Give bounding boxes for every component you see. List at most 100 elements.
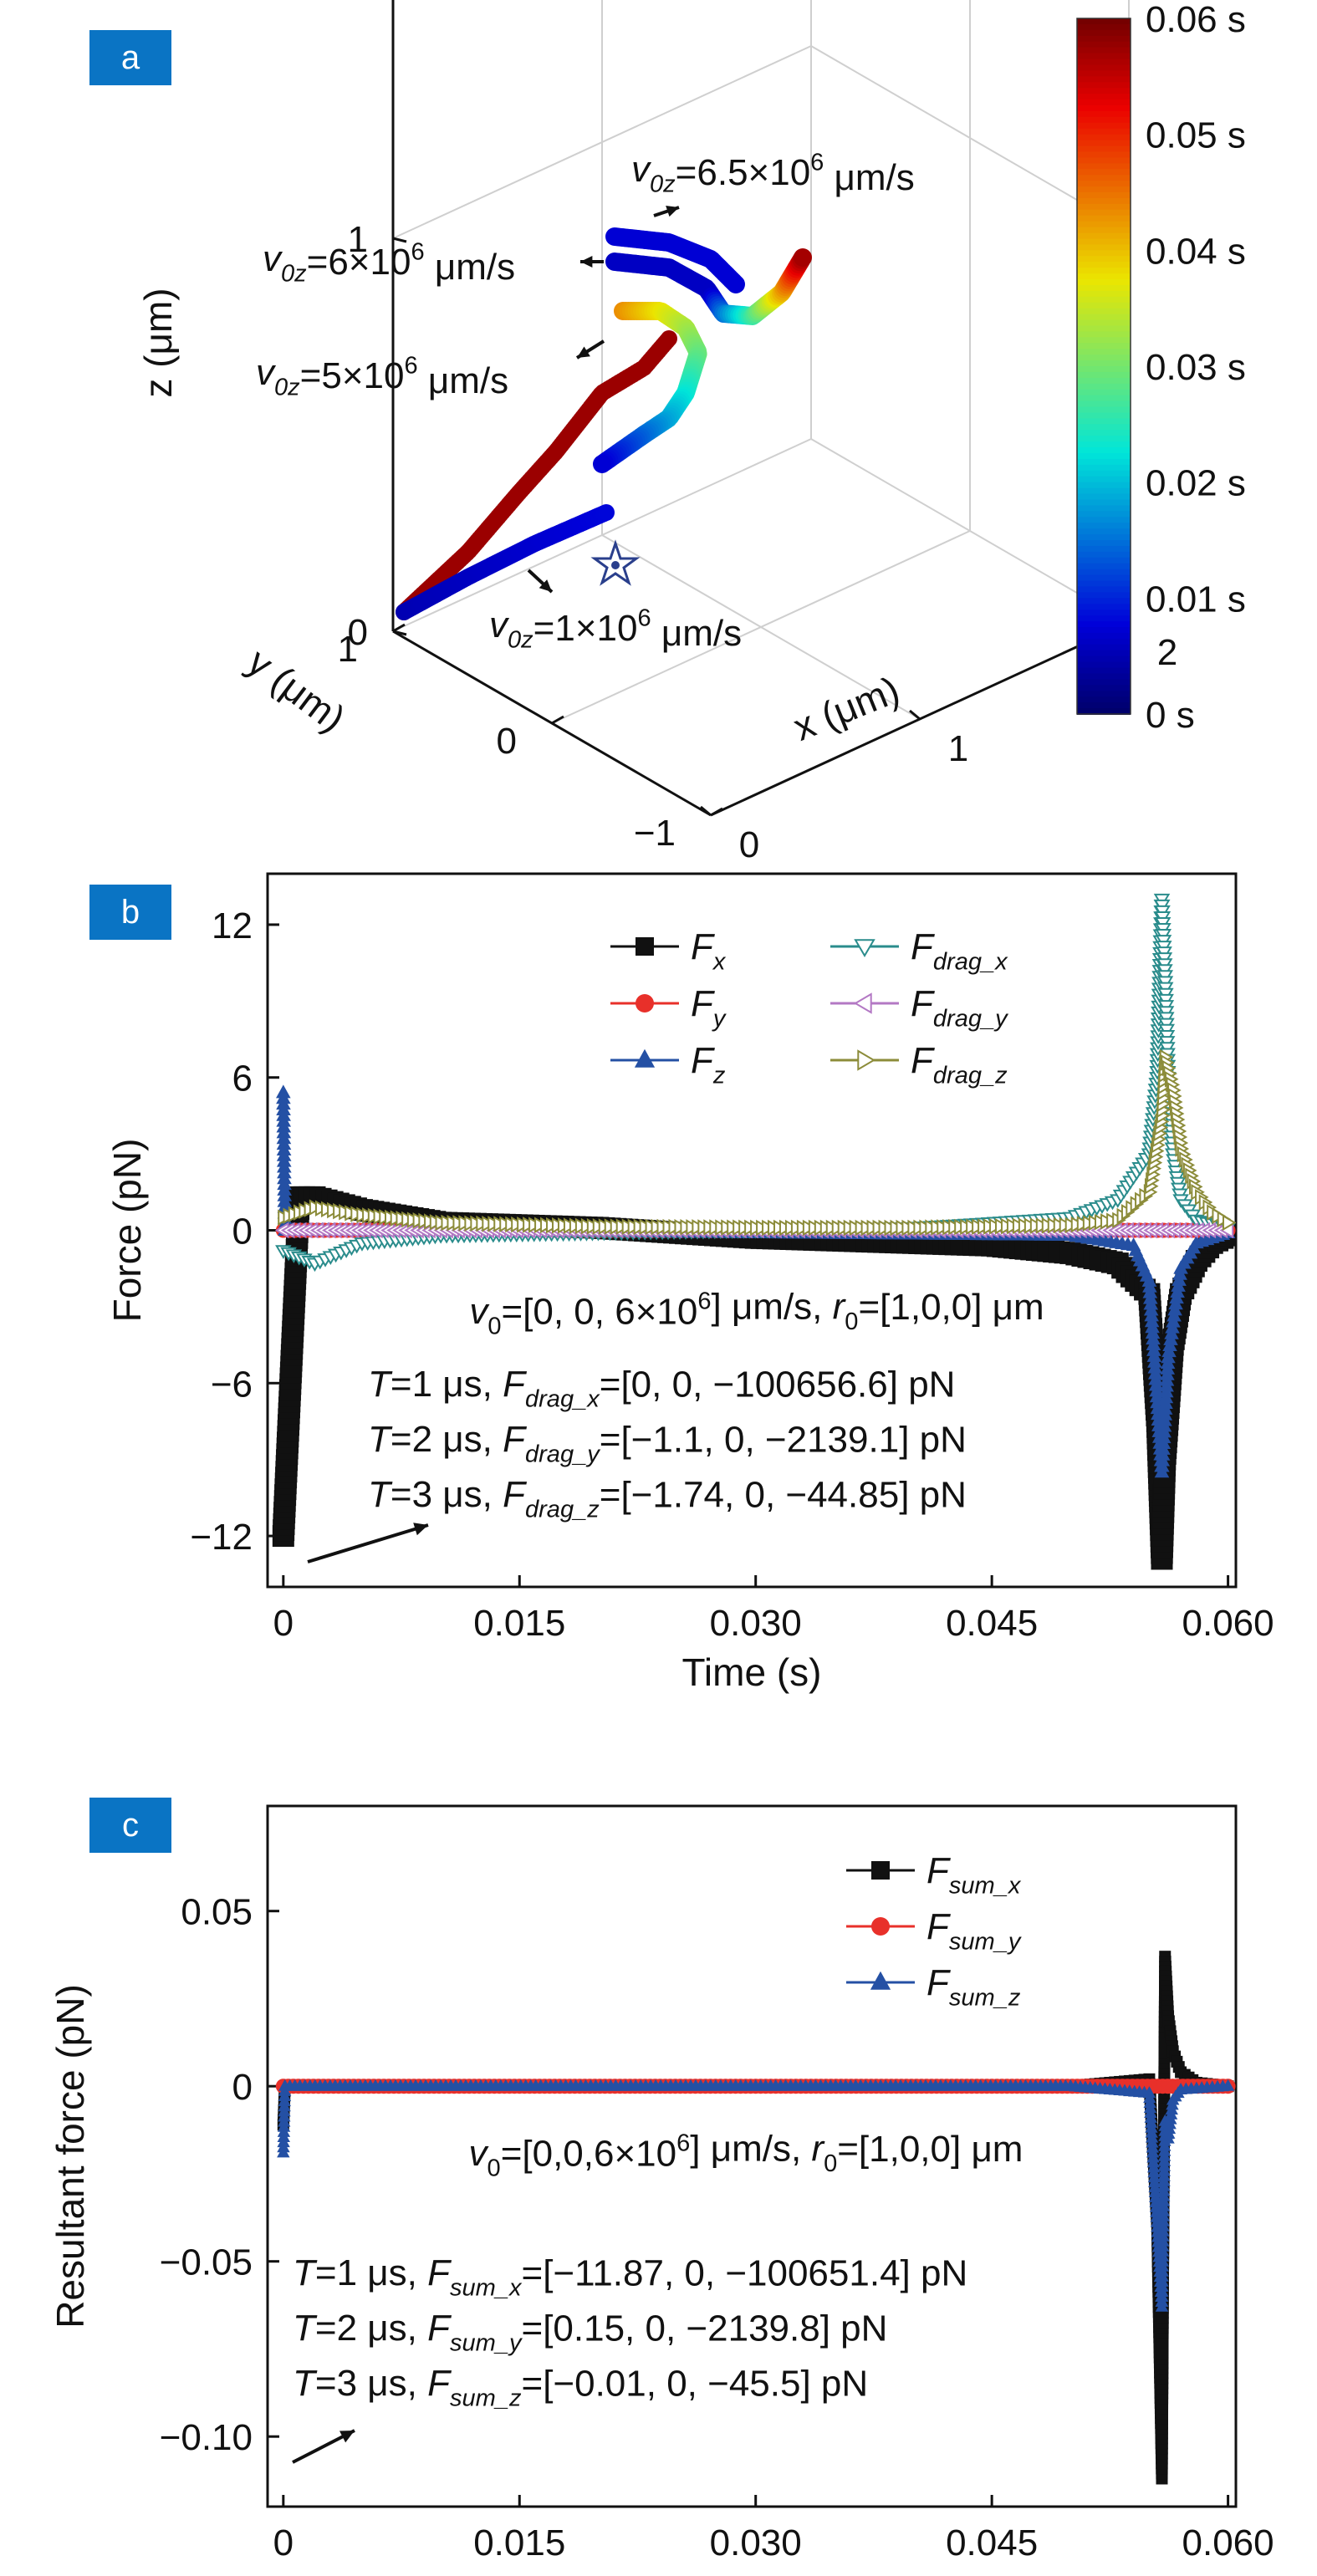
annotation-velocity-3-part: 0z: [508, 626, 533, 653]
legend-entry-2-part: F: [691, 1040, 715, 1081]
colorbar-segment: [1077, 464, 1131, 472]
legend-entry-2-part: sum_z: [949, 1984, 1021, 2011]
annotation-velocity-2-part: 0z: [274, 374, 300, 400]
data-point: [871, 1917, 890, 1936]
annotation-force-line-2-part: =3 μs,: [315, 2363, 427, 2404]
colorbar-segment: [1077, 661, 1131, 669]
colorbar-segment: [1077, 284, 1131, 292]
annotation-force-line-2-part: F: [503, 1474, 527, 1515]
legend-entry-2: Fsum_z: [926, 1962, 1021, 2011]
colorbar-segment: [1077, 290, 1131, 298]
legend-entry-3-part: drag_x: [933, 948, 1008, 975]
y-tick-label: −0.10: [160, 2417, 253, 2458]
colorbar-segment: [1077, 64, 1131, 72]
colorbar-tick-label: 0.02 s: [1146, 463, 1246, 504]
annotation-conditions-part: =[0, 0, 6×10: [501, 1291, 697, 1332]
annotation-conditions-part: r: [811, 2129, 825, 2170]
colorbar-tick-label: 0.01 s: [1146, 579, 1246, 620]
panel-a-axes: [391, 0, 1130, 817]
y-tick: [551, 715, 564, 725]
y-tick: [392, 623, 406, 633]
legend-entry-1-part: F: [691, 983, 715, 1024]
colorbar-segment: [1077, 302, 1131, 309]
legend-entry-0-part: sum_x: [949, 1872, 1022, 1899]
x-tick-label: 0.060: [1182, 1603, 1274, 1644]
colorbar-segment: [1077, 400, 1131, 408]
colorbar-segment: [1077, 430, 1131, 437]
colorbar-segment: [1077, 256, 1131, 263]
colorbar-segment: [1077, 691, 1131, 698]
colorbar-segment: [1077, 99, 1131, 106]
annotation-force-line-2-part: T: [293, 2363, 318, 2404]
legend-entry-4-part: drag_y: [933, 1005, 1008, 1032]
data-point: [636, 937, 654, 956]
colorbar-segment: [1077, 447, 1131, 454]
annotation-velocity-2-part: =5×10: [300, 355, 405, 396]
annotation-conditions-part: 0: [845, 1308, 858, 1335]
colorbar-segment: [1077, 203, 1131, 211]
annotation-force-line-1-part: F: [503, 1419, 527, 1460]
annotation-velocity-1-part: μm/s: [425, 247, 515, 288]
colorbar-segment: [1077, 487, 1131, 495]
colorbar-segment: [1077, 638, 1131, 645]
colorbar-segment: [1077, 140, 1131, 147]
y-tick-label: 1: [338, 629, 358, 670]
x-tick-label: 0.015: [473, 2522, 565, 2563]
colorbar-segment: [1077, 610, 1131, 617]
annotation-arrow-head: [539, 579, 552, 592]
annotation-conditions-part: v: [469, 1291, 490, 1332]
colorbar-segment: [1077, 319, 1131, 327]
series-markers-F_drag_z: [278, 1048, 1236, 1237]
colorbar-segment: [1077, 59, 1131, 66]
colorbar-segment: [1077, 181, 1131, 188]
colorbar-segment: [1077, 644, 1131, 651]
colorbar-segment: [1077, 76, 1131, 84]
colorbar-segment: [1077, 238, 1131, 246]
colorbar-segment: [1077, 105, 1131, 112]
colorbar-segment: [1077, 534, 1131, 541]
colorbar-segment: [1077, 511, 1131, 518]
colorbar-segment: [1077, 696, 1131, 704]
colorbar-segment: [1077, 598, 1131, 605]
colorbar-segment: [1077, 360, 1131, 367]
colorbar-segment: [1077, 128, 1131, 135]
series-line-F_z: [282, 1092, 1228, 1472]
annotation-force-line-1-part: drag_y: [525, 1441, 600, 1467]
colorbar-segment: [1077, 70, 1131, 78]
annotation-force-line-0-part: =1 μs,: [315, 2252, 427, 2293]
colorbar-segment: [1077, 424, 1131, 431]
colorbar-segment: [1077, 389, 1131, 396]
annotation-force-line-2-part: =[−0.01, 0, −45.5] pN: [522, 2363, 869, 2404]
colorbar-tick-label: 0.06 s: [1146, 0, 1246, 40]
colorbar-segment: [1077, 499, 1131, 507]
annotation-conditions-part: 0: [487, 1313, 501, 1339]
annotation-velocity-0-part: μm/s: [824, 157, 914, 198]
x-tick-label: 0.045: [946, 2522, 1038, 2563]
series-line-F_drag_z: [283, 1057, 1229, 1229]
x-tick-label: 0: [273, 1603, 294, 1644]
colorbar-segment: [1077, 679, 1131, 686]
annotation-conditions-part: 0: [487, 2155, 501, 2181]
colorbar-segment: [1077, 134, 1131, 141]
y-tick-label: −0.05: [160, 2242, 253, 2283]
annotation-conditions-part: =[0,0,6×10: [501, 2133, 676, 2174]
panel-c-series: [275, 1951, 1236, 2485]
legend-entry-0-part: x: [712, 948, 727, 975]
x-tick-label: 1: [948, 728, 968, 769]
annotation-force-line-0-part: F: [427, 2252, 452, 2293]
colorbar-segment: [1077, 355, 1131, 362]
annotation-velocity-1-part: 0z: [281, 260, 307, 287]
colorbar-segment: [1077, 505, 1131, 513]
annotation-velocity-0-part: =6.5×10: [676, 152, 811, 193]
colorbar-segment: [1077, 412, 1131, 420]
colorbar-segment: [1077, 418, 1131, 426]
z-tick: [392, 630, 407, 636]
data-point: [871, 1861, 890, 1880]
colorbar-segment: [1077, 175, 1131, 182]
colorbar-segment: [1077, 366, 1131, 373]
annotation-velocity-1-part: 6: [411, 239, 424, 266]
x-axis-label: Time (s): [682, 1650, 822, 1694]
annotation-force-line-2-part: F: [427, 2363, 452, 2404]
